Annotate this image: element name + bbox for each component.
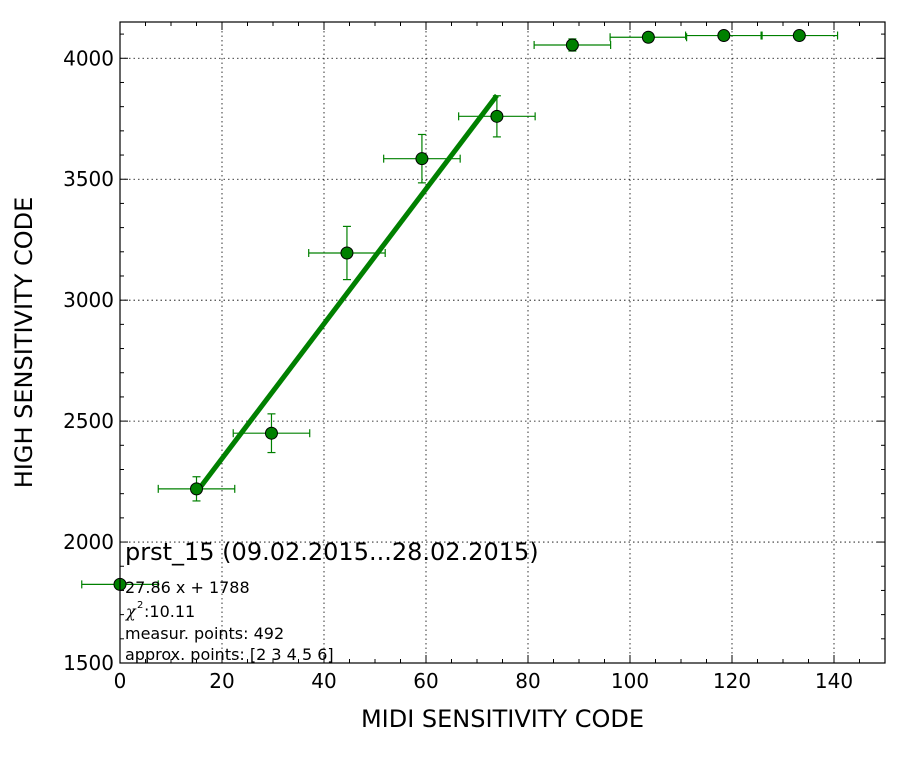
chi2-symbol: χ xyxy=(125,602,137,621)
x-tick-label: 80 xyxy=(515,669,540,693)
data-point xyxy=(490,109,504,123)
y-tick-label: 4000 xyxy=(63,46,114,70)
data-point xyxy=(565,38,579,52)
data-point xyxy=(340,246,354,260)
y-tick-label: 2500 xyxy=(63,409,114,433)
y-axis-label: HIGH SENSITIVITY CODE xyxy=(10,197,38,489)
data-point xyxy=(792,29,806,43)
markers xyxy=(113,29,806,591)
data-point xyxy=(415,152,429,166)
data-point xyxy=(717,29,731,43)
chi2-value: :10.11 xyxy=(144,602,195,621)
minor-ticks xyxy=(120,22,886,663)
fit-layer xyxy=(194,93,499,494)
y-tick-label: 1500 xyxy=(63,651,114,675)
fit-line xyxy=(194,93,499,494)
x-tick-labels: 0 20 40 60 80 100 120 140 xyxy=(114,669,853,693)
x-tick-label: 40 xyxy=(311,669,336,693)
data-point xyxy=(264,426,278,440)
x-axis-label: MIDI SENSITIVITY CODE xyxy=(361,705,644,733)
x-tick-label: 140 xyxy=(815,669,853,693)
x-tick-label: 20 xyxy=(209,669,234,693)
plot-frame xyxy=(119,21,886,664)
y-tick-labels: 1500 2000 2500 3000 3500 4000 xyxy=(63,46,114,675)
data-point xyxy=(190,482,203,496)
annotation-title: prst_15 (09.02.2015...28.02.2015) xyxy=(125,538,539,566)
annotation-measur-points: measur. points: 492 xyxy=(125,624,284,643)
y-tick-label: 3500 xyxy=(63,167,114,191)
data-point xyxy=(641,30,655,44)
annotation-approx-points: approx. points: [2 3 4 5 6] xyxy=(125,645,334,664)
y-tick-label: 3000 xyxy=(63,288,114,312)
annotation-fit-equation: 27.86 x + 1788 xyxy=(125,578,250,597)
x-tick-label: 100 xyxy=(611,669,649,693)
y-tick-label: 2000 xyxy=(63,530,114,554)
errorbars xyxy=(81,31,839,589)
chi2-exponent: 2 xyxy=(137,600,143,611)
x-tick-label: 60 xyxy=(413,669,438,693)
annotation-chi2: χ 2 :10.11 xyxy=(125,600,195,621)
x-tick-label: 120 xyxy=(713,669,751,693)
x-tick-label: 0 xyxy=(114,669,127,693)
